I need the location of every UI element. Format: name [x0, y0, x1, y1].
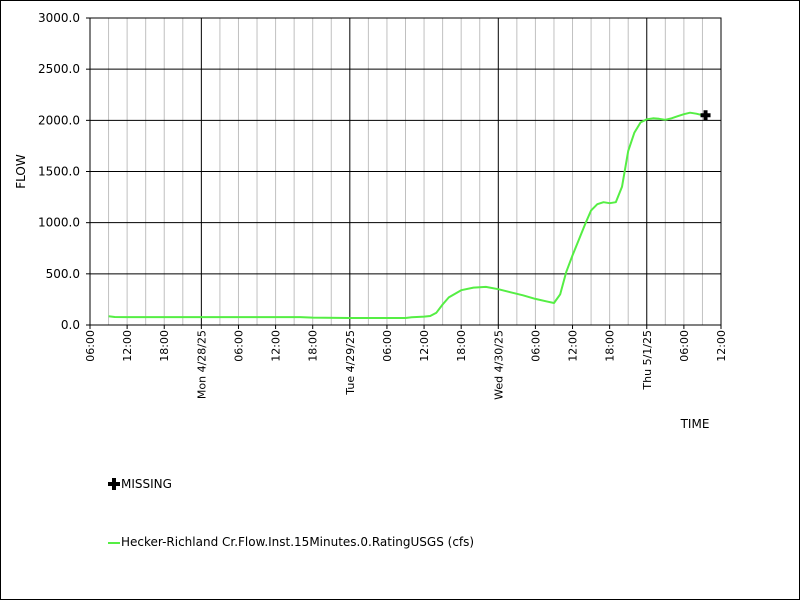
x-tick-label: 06:00 [381, 330, 394, 362]
x-tick-label: 18:00 [307, 330, 320, 362]
plus-icon [108, 478, 120, 490]
legend-label-missing: MISSING [121, 477, 172, 491]
x-tick-label: 12:00 [418, 330, 431, 362]
legend-swatch-series [108, 542, 120, 544]
x-tick-label: 12:00 [121, 330, 134, 362]
x-tick-label: 06:00 [678, 330, 691, 362]
x-tick-label: 18:00 [158, 330, 171, 362]
x-axis-label: TIME [680, 417, 710, 431]
x-tick-label: Mon 4/28/25 [195, 330, 208, 399]
x-tick-label: Thu 5/1/25 [641, 330, 654, 391]
y-tick-label: 500.0 [46, 267, 80, 281]
x-tick-label: 12:00 [715, 330, 728, 362]
y-tick-label: 3000.0 [38, 11, 80, 25]
y-tick-label: 0.0 [61, 318, 80, 332]
x-tick-label: 06:00 [232, 330, 245, 362]
x-tick-label: 12:00 [270, 330, 283, 362]
y-tick-label: 2000.0 [38, 113, 80, 127]
x-tick-label: 12:00 [567, 330, 580, 362]
x-tick-label: 18:00 [604, 330, 617, 362]
y-tick-label: 2500.0 [38, 62, 80, 76]
x-tick-label: Tue 4/29/25 [344, 330, 357, 396]
x-tick-label: 06:00 [84, 330, 97, 362]
x-tick-label: 06:00 [529, 330, 542, 362]
y-axis-label: FLOW [14, 154, 28, 189]
x-tick-label: Wed 4/30/25 [492, 330, 505, 400]
y-tick-label: 1000.0 [38, 216, 80, 230]
legend-label-series: Hecker-Richland Cr.Flow.Inst.15Minutes.0… [121, 535, 475, 549]
missing-marker [700, 110, 711, 121]
y-tick-label: 1500.0 [38, 165, 80, 179]
series-line [108, 111, 703, 319]
x-tick-label: 18:00 [455, 330, 468, 362]
